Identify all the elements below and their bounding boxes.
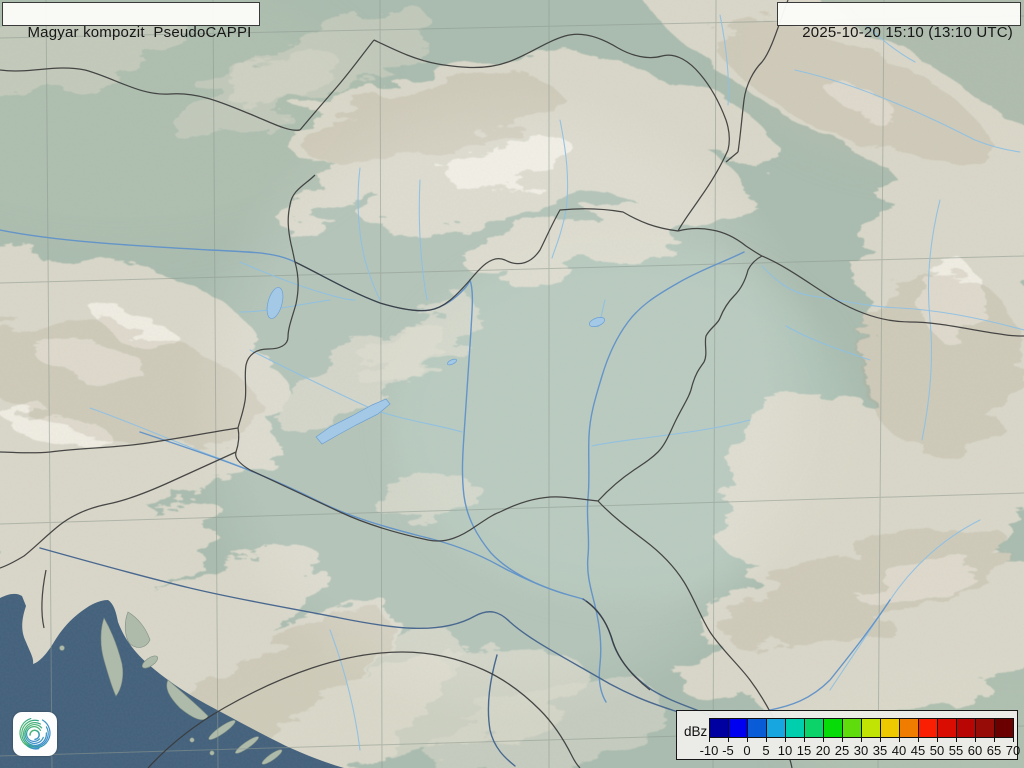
legend-swatch [823, 718, 843, 738]
legend-swatch [880, 718, 900, 738]
lake-velence [447, 358, 457, 366]
legend-tick-label: 0 [743, 743, 751, 758]
legend-tick-mark [766, 737, 767, 742]
legend-tick-label: 35 [872, 743, 888, 758]
legend-tick-label: 25 [834, 743, 850, 758]
legend-tick-label: -10 [699, 743, 719, 758]
dbz-legend: dBz -10 -5 0 5 10 15 20 25 30 35 40 45 50 55 60 65 70 [676, 710, 1020, 760]
legend-unit-label: dBz [684, 724, 708, 739]
legend-tick-mark [842, 737, 843, 742]
legend-tick-mark [785, 737, 786, 742]
legend-tick-mark [937, 737, 938, 742]
legend-tick-label: 45 [910, 743, 926, 758]
legend-tick-mark [880, 737, 881, 742]
legend-swatch [766, 718, 786, 738]
legend-tick-mark [804, 737, 805, 742]
lake-balaton [315, 398, 391, 445]
legend-swatch [747, 718, 767, 738]
legend-tick-label: -5 [722, 743, 734, 758]
legend-tick-mark [1013, 737, 1014, 742]
legend-tick-mark [994, 737, 995, 742]
legend-color-scale [709, 718, 1014, 738]
legend-tick-mark [918, 737, 919, 742]
legend-tick-label: 60 [967, 743, 983, 758]
legend-swatch [804, 718, 824, 738]
legend-swatch [785, 718, 805, 738]
legend-tick-mark [709, 737, 710, 742]
legend-swatch [994, 718, 1014, 738]
legend-tick-mark [956, 737, 957, 742]
legend-tick-label: 10 [777, 743, 793, 758]
legend-swatch [728, 718, 748, 738]
legend-tick-label: 70 [1005, 743, 1021, 758]
legend-swatch [709, 718, 729, 738]
lake-tisza [589, 317, 605, 327]
legend-swatch [937, 718, 957, 738]
legend-tick-label: 15 [796, 743, 812, 758]
legend-tick-label: 5 [762, 743, 770, 758]
legend-swatch [861, 718, 881, 738]
legend-swatch [918, 718, 938, 738]
hungaromet-logo [13, 712, 57, 756]
legend-tick-label: 20 [815, 743, 831, 758]
legend-tick-label: 40 [891, 743, 907, 758]
legend-tick-mark [823, 737, 824, 742]
lakes [266, 287, 605, 445]
legend-swatch [975, 718, 995, 738]
legend-swatch [899, 718, 919, 738]
legend-swatch [956, 718, 976, 738]
timestamp: 2025-10-20 15:10 (13:10 UTC) [802, 24, 1013, 41]
legend-tick-label: 55 [948, 743, 964, 758]
legend-tick-mark [861, 737, 862, 742]
legend-tick-label: 65 [986, 743, 1002, 758]
product-label: Magyar kompozit PseudoCAPPI [27, 24, 252, 41]
legend-tick-mark [728, 737, 729, 742]
legend-tick-mark [975, 737, 976, 742]
legend-swatch [842, 718, 862, 738]
legend-tick-label: 30 [853, 743, 869, 758]
legend-tick-mark [899, 737, 900, 742]
lake-neusiedl [266, 287, 284, 319]
legend-tick-mark [747, 737, 748, 742]
spiral-logo-icon [19, 717, 51, 750]
product-label-box: Magyar kompozit PseudoCAPPI [2, 2, 260, 41]
legend-tick-label: 50 [929, 743, 945, 758]
timestamp-box: 2025-10-20 15:10 (13:10 UTC) [776, 2, 1021, 41]
